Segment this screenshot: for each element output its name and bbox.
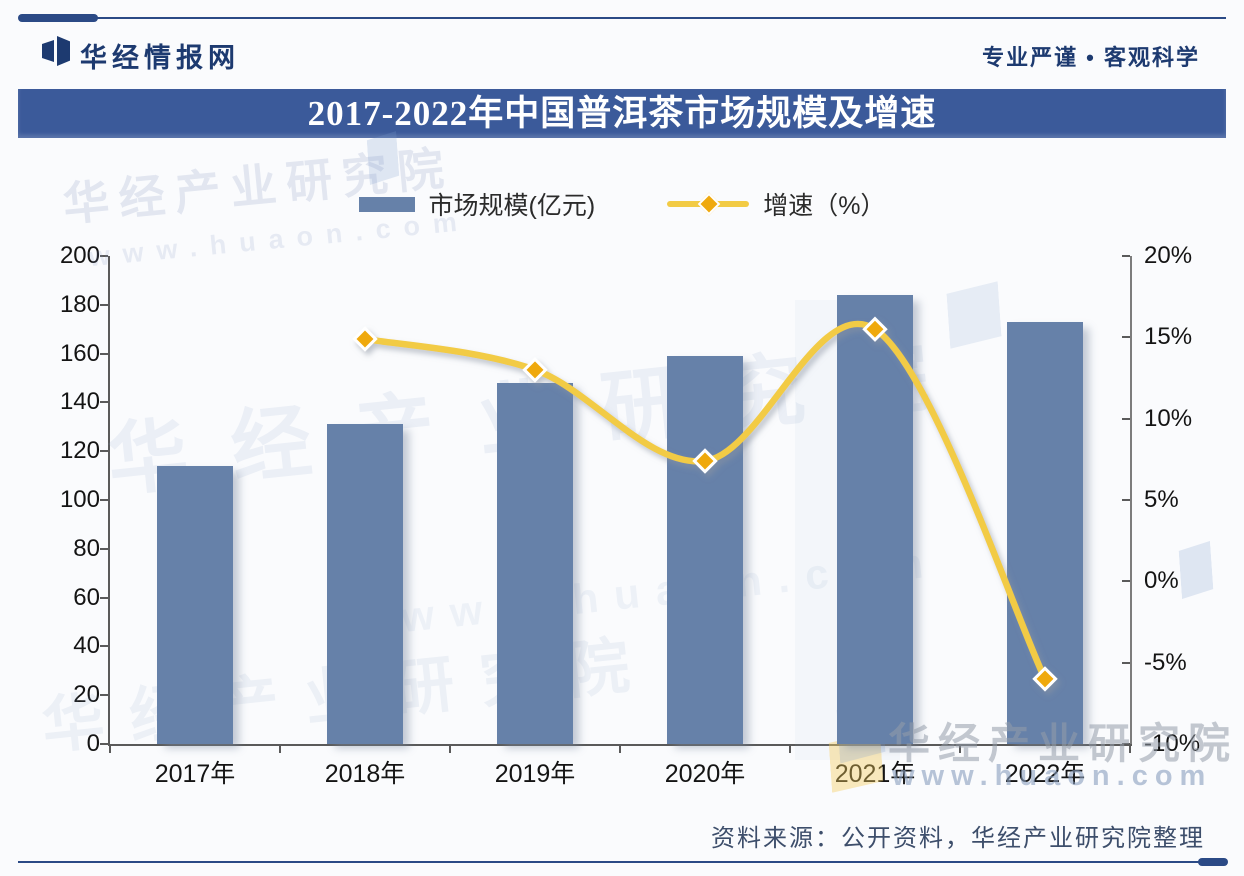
- y-axis-label-right: 20%: [1144, 242, 1193, 269]
- top-rule-dash: [18, 14, 98, 22]
- x-axis-tick: [619, 746, 621, 753]
- y-axis-label-right: 15%: [1144, 323, 1193, 351]
- y-axis-label-left: 60: [73, 583, 100, 611]
- y-axis-right: [1130, 256, 1132, 746]
- y-axis-tick-left: [100, 352, 108, 355]
- growth-marker-diamond-icon: [1032, 666, 1058, 692]
- x-axis-label: 2021年: [834, 760, 916, 788]
- bar-2019年: [497, 382, 573, 744]
- x-axis-label: 2022年: [1004, 760, 1086, 788]
- y-axis-label-left: 80: [73, 534, 100, 562]
- y-axis-label-right: 5%: [1144, 486, 1179, 513]
- x-axis-tick: [449, 746, 451, 753]
- y-axis-label-left: 140: [59, 388, 100, 416]
- bottom-rule-dash: [1198, 858, 1228, 866]
- y-axis-tick-right: [1122, 743, 1130, 745]
- x-axis-label: 2020年: [664, 760, 746, 788]
- x-axis-tick: [279, 746, 281, 753]
- y-axis-label-left: 160: [59, 339, 100, 367]
- y-axis-label-right: 0%: [1144, 567, 1179, 595]
- legend-bar-swatch-icon: [358, 196, 415, 212]
- y-axis-label-right: -5%: [1144, 648, 1187, 676]
- y-axis-label-left: 200: [59, 242, 100, 269]
- growth-marker-diamond-icon: [862, 316, 888, 342]
- y-axis-tick-left: [100, 743, 108, 745]
- source-note: 资料来源：公开资料，华经产业研究院整理: [711, 825, 1205, 852]
- y-axis-tick-left: [100, 694, 108, 697]
- chart-title: 2017-2022年中国普洱茶市场规模及增速: [307, 94, 937, 133]
- y-axis-label-left: 0: [86, 730, 100, 757]
- x-axis-label: 2017年: [154, 760, 236, 788]
- y-axis-tick-left: [100, 645, 108, 648]
- y-axis-label-left: 20: [73, 681, 100, 709]
- chart-legend: 市场规模(亿元) 增速（%）: [0, 186, 1244, 222]
- watermark-flag-icon: [1178, 541, 1214, 599]
- y-axis-tick-right: [1122, 255, 1130, 257]
- x-axis-tick: [1129, 746, 1131, 753]
- growth-marker-diamond-icon: [692, 448, 718, 474]
- growth-line-chart: [352, 316, 1058, 692]
- bar-2018年: [327, 424, 403, 744]
- legend-item-market-size: 市场规模(亿元): [358, 186, 596, 222]
- y-axis-left: [108, 256, 110, 746]
- x-axis: [108, 744, 1132, 746]
- bar-2017年: [157, 465, 233, 744]
- y-axis-label-left: 100: [59, 486, 100, 513]
- legend-line-label: 增速（%）: [763, 192, 886, 220]
- x-axis-label: 2018年: [324, 760, 406, 788]
- growth-line-path: [361, 320, 1049, 683]
- y-axis-tick-left: [100, 499, 108, 501]
- y-axis-tick-left: [100, 255, 108, 257]
- y-axis-label-left: 180: [59, 290, 100, 318]
- y-axis-tick-right: [1122, 580, 1130, 583]
- x-axis-tick: [109, 746, 111, 753]
- bar-2020年: [667, 356, 743, 744]
- bar-2021年: [837, 295, 913, 744]
- y-axis-label-left: 120: [59, 437, 100, 465]
- y-axis-tick-left: [100, 547, 108, 550]
- x-axis-tick: [959, 746, 961, 753]
- legend-line-marker-icon: [667, 192, 750, 216]
- y-axis-tick-left: [100, 450, 108, 453]
- y-axis-tick-left: [100, 596, 108, 599]
- title-banner: 2017-2022年中国普洱茶市场规模及增速: [18, 89, 1226, 138]
- y-axis-tick-right: [1122, 661, 1130, 664]
- growth-marker-diamond-icon: [352, 326, 378, 352]
- header-slogan: 专业严谨 • 客观科学: [982, 45, 1200, 70]
- legend-bar-label: 市场规模(亿元): [428, 192, 596, 220]
- y-axis-tick-right: [1122, 499, 1130, 501]
- y-axis-tick-left: [100, 303, 108, 306]
- y-axis-tick-right: [1122, 417, 1130, 420]
- x-axis-label: 2019年: [494, 760, 576, 788]
- legend-item-growth: 增速（%）: [667, 186, 885, 222]
- y-axis-tick-right: [1122, 336, 1130, 339]
- bottom-rule-line: [18, 861, 1202, 863]
- y-axis-label-right: -10%: [1144, 730, 1201, 757]
- huaon-logo-icon: [42, 36, 70, 66]
- brand-name: 华经情报网: [80, 43, 240, 73]
- watermark-flag-icon: [366, 131, 400, 185]
- y-axis-tick-left: [100, 401, 108, 404]
- top-rule-line: [96, 17, 1226, 19]
- y-axis-label-left: 40: [73, 632, 100, 660]
- x-axis-tick: [789, 746, 791, 753]
- growth-marker-diamond-icon: [522, 357, 548, 383]
- y-axis-label-right: 10%: [1144, 404, 1193, 432]
